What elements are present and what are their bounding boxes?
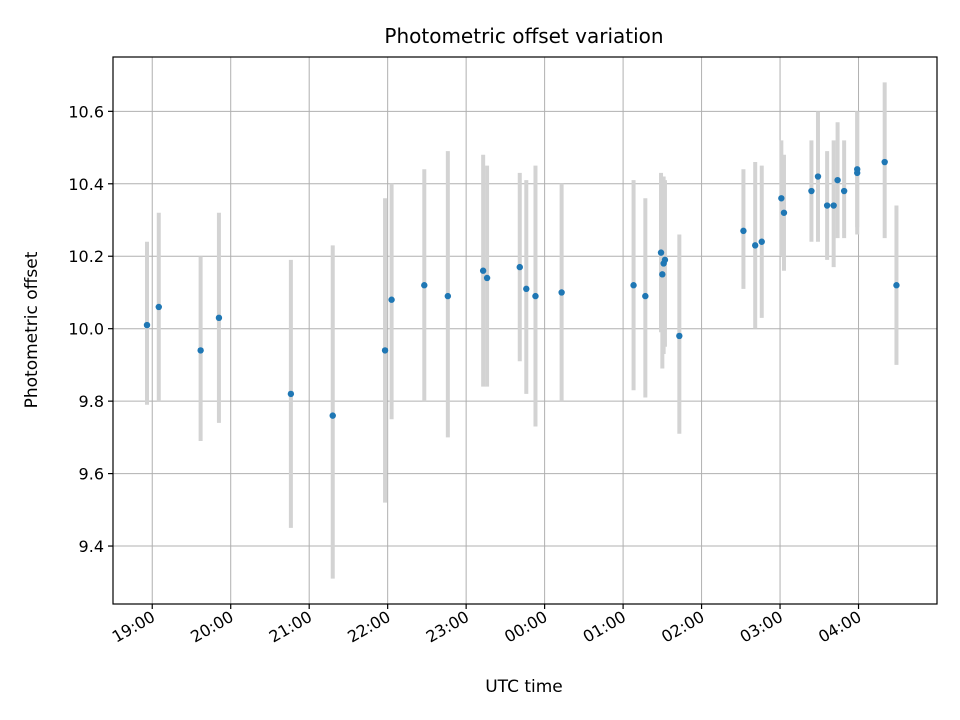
x-tick-label: 21:00 (266, 607, 315, 647)
y-tick-label: 9.8 (79, 392, 104, 411)
data-point (780, 209, 788, 216)
data-point (751, 242, 759, 249)
data-point (840, 187, 848, 195)
y-tick-label: 10.0 (68, 320, 104, 339)
plot-frame (112, 56, 938, 605)
data-point (814, 173, 822, 180)
x-tick-label: 01:00 (580, 607, 629, 647)
data-point (830, 202, 837, 209)
data-point (808, 187, 815, 195)
data-point (215, 314, 223, 322)
data-point (558, 289, 565, 296)
y-tick-label: 10.4 (68, 175, 104, 194)
data-point (758, 238, 765, 245)
x-tick-label: 04:00 (815, 607, 864, 647)
data-point (388, 296, 395, 303)
y-tick-label: 10.2 (68, 247, 104, 266)
data-point (444, 292, 452, 300)
data-point (532, 292, 539, 300)
x-tick-label: 00:00 (501, 607, 550, 647)
data-point (893, 282, 900, 289)
data-points (143, 158, 900, 419)
x-tick-label: 20:00 (187, 607, 236, 647)
data-point (823, 202, 831, 209)
data-point (659, 271, 666, 278)
x-tick-label: 03:00 (737, 607, 786, 647)
data-point (483, 274, 491, 282)
data-point (676, 332, 683, 340)
data-point (516, 263, 523, 271)
data-point (421, 282, 428, 289)
y-axis-ticks: 9.4 9.6 9.8 10.0 10.2 10.4 10.6 (68, 102, 113, 556)
data-point (523, 285, 530, 293)
data-point (854, 166, 861, 173)
y-axis-title: Photometric offset (22, 251, 42, 408)
x-axis-ticks: 19:00 20:00 21:00 22:00 23:00 00:00 01:00 02:00… (109, 604, 865, 647)
data-point (778, 195, 785, 202)
x-axis-title: UTC time (485, 677, 563, 697)
data-point (740, 227, 747, 235)
data-point (881, 158, 888, 166)
data-point (329, 412, 336, 419)
data-point (155, 303, 162, 311)
y-tick-label: 9.6 (79, 465, 104, 484)
data-point (143, 321, 151, 329)
data-point (197, 347, 204, 354)
data-point (834, 176, 841, 184)
data-point (642, 292, 649, 300)
data-point (479, 267, 487, 274)
x-tick-label: 23:00 (423, 607, 472, 647)
data-point (381, 347, 389, 354)
x-tick-label: 19:00 (109, 607, 158, 647)
data-point (657, 249, 665, 256)
error-bars (145, 82, 899, 579)
y-tick-label: 10.6 (68, 102, 104, 121)
data-point (630, 282, 637, 289)
data-point (661, 256, 669, 264)
data-point (287, 390, 295, 398)
y-tick-label: 9.4 (79, 537, 104, 556)
x-tick-label: 02:00 (658, 607, 707, 647)
chart-title: Photometric offset variation (384, 24, 663, 48)
x-tick-label: 22:00 (344, 607, 393, 647)
